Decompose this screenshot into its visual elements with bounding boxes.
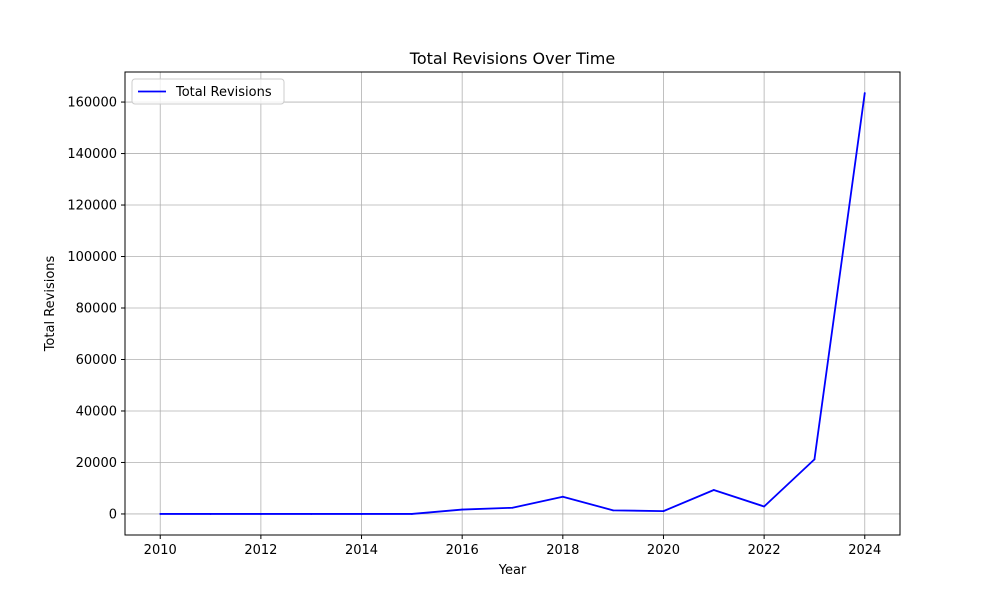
y-axis-label: Total Revisions	[43, 255, 58, 352]
x-tick-label: 2010	[144, 543, 177, 558]
y-tick-label: 0	[109, 507, 117, 522]
data-point	[561, 495, 564, 498]
data-point	[612, 509, 615, 512]
plot-area-frame	[124, 71, 901, 536]
x-axis-ticks: 2010 2012 2014 2016 2018 2020 2022 2024	[144, 535, 881, 558]
data-point	[712, 489, 715, 491]
data-point	[159, 513, 162, 515]
x-tick-label: 2014	[345, 543, 378, 558]
legend-box	[131, 78, 285, 105]
y-tick-label: 40000	[76, 404, 117, 419]
x-tick-label: 2020	[647, 543, 680, 558]
chart-title: Total Revisions Over Time	[409, 49, 615, 68]
data-point	[209, 513, 212, 515]
data-point	[410, 513, 413, 515]
data-point	[310, 513, 313, 515]
x-tick-label: 2024	[848, 543, 881, 558]
x-tick-label: 2022	[748, 543, 781, 558]
legend-label: Total Revisions	[175, 85, 272, 100]
y-tick-label: 160000	[67, 96, 117, 111]
x-tick-label: 2012	[244, 543, 277, 558]
y-tick-label: 80000	[76, 302, 117, 317]
x-tick-label: 2016	[446, 543, 479, 558]
data-point	[662, 510, 665, 513]
data-point	[763, 505, 766, 508]
data-point	[511, 506, 514, 509]
y-tick-label: 20000	[76, 456, 117, 471]
y-tick-label: 60000	[76, 353, 117, 368]
y-tick-label: 140000	[67, 147, 117, 162]
data-point	[813, 458, 816, 461]
y-tick-label: 100000	[67, 250, 117, 265]
y-tick-label: 120000	[67, 199, 117, 214]
y-axis-ticks: 0 20000 40000 60000 80000 100000 120000 140000 1…	[67, 96, 125, 522]
data-point	[259, 513, 262, 515]
data-point	[360, 513, 363, 515]
series-layer	[159, 92, 866, 515]
x-axis-label: Year	[498, 563, 527, 578]
legend: Total Revisions	[131, 78, 285, 105]
data-point	[461, 508, 464, 511]
data-point	[863, 92, 866, 94]
x-tick-label: 2018	[546, 543, 579, 558]
